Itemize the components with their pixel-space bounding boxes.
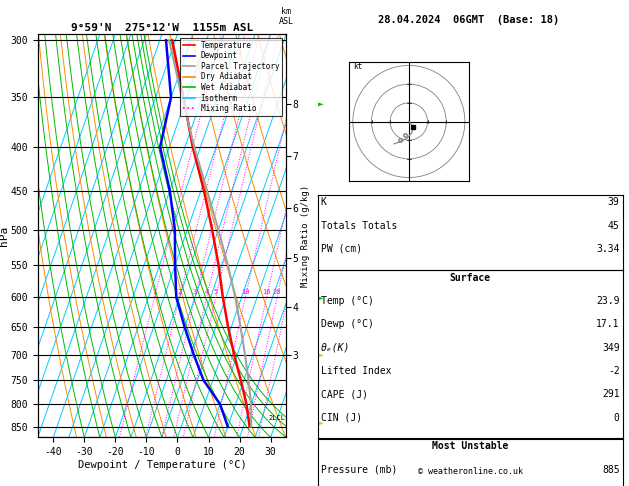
Text: 5: 5 [213, 289, 218, 295]
Text: Temp (°C): Temp (°C) [321, 296, 374, 306]
Text: 1: 1 [152, 289, 157, 295]
Text: CAPE (J): CAPE (J) [321, 389, 368, 399]
Text: Lifted Index: Lifted Index [321, 366, 391, 376]
Title: 9°59'N  275°12'W  1155m ASL: 9°59'N 275°12'W 1155m ASL [71, 23, 253, 33]
Y-axis label: Mixing Ratio (g/kg): Mixing Ratio (g/kg) [301, 185, 310, 287]
Text: Most Unstable: Most Unstable [432, 441, 508, 451]
Text: 885: 885 [602, 465, 620, 475]
Text: 16: 16 [262, 289, 271, 295]
Text: 23.9: 23.9 [596, 296, 620, 306]
Text: ►: ► [318, 349, 323, 360]
Text: K: K [321, 197, 326, 208]
Text: 20: 20 [273, 289, 281, 295]
Y-axis label: hPa: hPa [0, 226, 9, 246]
Text: 2LCL: 2LCL [268, 415, 286, 421]
Text: 39: 39 [608, 197, 620, 208]
Text: Pressure (mb): Pressure (mb) [321, 465, 397, 475]
Text: kt: kt [353, 62, 362, 71]
Text: 2: 2 [177, 289, 182, 295]
Text: PW (cm): PW (cm) [321, 244, 362, 254]
Text: 28.04.2024  06GMT  (Base: 18): 28.04.2024 06GMT (Base: 18) [378, 15, 559, 25]
Text: 45: 45 [608, 221, 620, 231]
Text: © weatheronline.co.uk: © weatheronline.co.uk [418, 467, 523, 476]
Text: 3.34: 3.34 [596, 244, 620, 254]
Text: 349: 349 [602, 343, 620, 353]
X-axis label: Dewpoint / Temperature (°C): Dewpoint / Temperature (°C) [77, 460, 247, 470]
Text: CIN (J): CIN (J) [321, 413, 362, 423]
Text: Surface: Surface [450, 273, 491, 283]
Text: km
ASL: km ASL [279, 6, 294, 26]
Text: 10: 10 [241, 289, 250, 295]
Text: -2: -2 [608, 366, 620, 376]
Text: ►: ► [318, 293, 323, 302]
Text: ►: ► [318, 99, 323, 109]
Text: 0: 0 [614, 413, 620, 423]
Text: 17.1: 17.1 [596, 319, 620, 330]
Text: 4: 4 [204, 289, 209, 295]
Text: 291: 291 [602, 389, 620, 399]
Text: Dewp (°C): Dewp (°C) [321, 319, 374, 330]
Text: θₑ(K): θₑ(K) [321, 343, 350, 353]
Text: 3: 3 [193, 289, 198, 295]
Text: ►: ► [318, 417, 323, 427]
Text: Totals Totals: Totals Totals [321, 221, 397, 231]
Legend: Temperature, Dewpoint, Parcel Trajectory, Dry Adiabat, Wet Adiabat, Isotherm, Mi: Temperature, Dewpoint, Parcel Trajectory… [180, 38, 282, 116]
